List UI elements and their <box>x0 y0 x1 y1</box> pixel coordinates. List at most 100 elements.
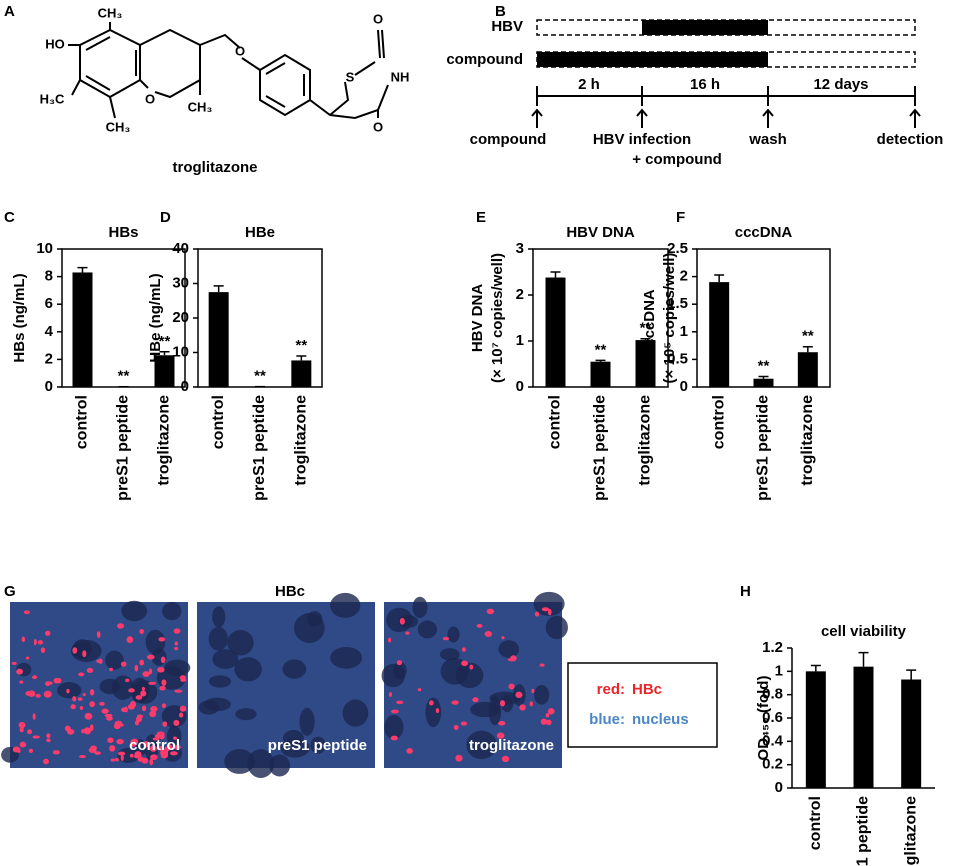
chart-title: HBs <box>108 224 138 241</box>
dark-region <box>164 659 191 677</box>
red-cell <box>116 738 124 745</box>
dark-region <box>533 591 565 616</box>
bar <box>72 272 93 387</box>
y-tick-label: 3 <box>516 240 524 257</box>
legend-text: nucleus <box>632 711 689 728</box>
red-cell <box>53 677 60 684</box>
y-axis-label: cccDNA <box>641 289 658 347</box>
error-bar <box>77 266 88 273</box>
image-label: control <box>129 737 180 754</box>
dark-region <box>234 657 262 682</box>
error-bar <box>714 274 725 283</box>
bar <box>635 340 656 387</box>
panel-letter: C <box>4 209 15 226</box>
atom-label: O <box>145 91 155 106</box>
red-cell <box>43 690 52 698</box>
dark-region <box>447 626 460 643</box>
red-cell <box>18 721 26 729</box>
red-cell <box>390 735 398 741</box>
red-cell <box>96 659 100 663</box>
molecule <box>68 22 389 120</box>
red-cell <box>78 672 85 677</box>
red-cell <box>88 747 97 753</box>
y-tick-label: 8 <box>45 268 53 285</box>
atom-label: CH₃ <box>188 99 213 114</box>
red-cell <box>130 700 137 708</box>
red-cell <box>45 630 51 636</box>
legend-text: HBc <box>632 681 662 698</box>
red-cell <box>82 693 86 697</box>
dark-region <box>269 754 291 777</box>
red-cell <box>139 628 144 635</box>
dark-region <box>386 607 413 633</box>
red-cell <box>442 636 450 641</box>
y-tick-label: 1.5 <box>667 295 688 312</box>
red-cell <box>121 707 127 713</box>
red-cell <box>21 636 26 643</box>
red-cell <box>118 723 124 727</box>
atom-label: CH₃ <box>98 5 123 20</box>
dark-region <box>72 639 92 659</box>
red-cell <box>67 729 75 735</box>
red-cell <box>81 729 85 734</box>
dark-region <box>247 749 275 778</box>
y-axis-label: (× 10⁷ copies/well) <box>489 253 506 383</box>
red-cell <box>35 693 41 698</box>
event-label: wash <box>748 131 787 148</box>
x-tick-label: control <box>547 395 564 449</box>
dark-region <box>417 620 438 639</box>
x-tick-label: preS1 peptide <box>115 395 132 501</box>
event-label: HBV infection <box>593 131 691 148</box>
y-tick-label: 1 <box>516 332 524 349</box>
x-tick-label: preS1 peptide <box>855 796 872 866</box>
y-tick-label: 40 <box>172 240 189 257</box>
red-cell <box>179 675 186 680</box>
dark-region <box>534 685 550 705</box>
red-cell <box>428 700 434 706</box>
red-cell <box>148 681 156 685</box>
atom-label: NH <box>391 69 410 84</box>
red-cell <box>547 708 555 715</box>
bar-chart: D HBe HBe (ng/mL) 0 10 20 30 40 control ** preS1 p… <box>147 209 323 501</box>
dark-region <box>498 640 520 658</box>
significance: ** <box>758 357 770 374</box>
bar <box>901 679 922 788</box>
event-label: detection <box>877 131 944 148</box>
image-background <box>10 602 188 768</box>
red-cell <box>120 661 127 667</box>
timeline <box>531 19 921 128</box>
red-cell <box>116 623 125 629</box>
event-label: + compound <box>632 151 722 168</box>
red-cell <box>406 748 413 754</box>
dark-region <box>145 629 166 655</box>
atom-label: S <box>346 69 355 84</box>
image-label: troglitazone <box>469 737 554 754</box>
bar <box>545 277 566 387</box>
dark-region <box>280 738 310 758</box>
bar <box>853 666 874 788</box>
red-cell <box>174 744 181 751</box>
micrograph: troglitazone <box>381 591 568 768</box>
dark-region <box>212 606 226 628</box>
red-cell <box>43 758 49 765</box>
dark-region <box>227 629 254 656</box>
red-cell <box>547 608 552 616</box>
dark-region <box>212 649 239 669</box>
red-cell <box>539 663 545 667</box>
red-cell <box>396 660 403 666</box>
red-cell <box>460 721 468 726</box>
red-cell <box>128 688 135 693</box>
panel-letter: A <box>4 3 15 20</box>
dark-region <box>208 626 228 651</box>
red-cell <box>162 721 168 727</box>
red-cell <box>390 709 399 714</box>
y-tick-label: 0 <box>45 378 53 395</box>
red-cell <box>499 700 506 707</box>
red-cell <box>484 631 493 637</box>
y-axis-label: (× 10⁵ copies/well) <box>661 253 678 384</box>
x-tick-label: troglitazone <box>637 395 654 486</box>
red-cell <box>501 755 510 763</box>
dark-region <box>208 675 231 688</box>
dark-region <box>330 646 363 669</box>
